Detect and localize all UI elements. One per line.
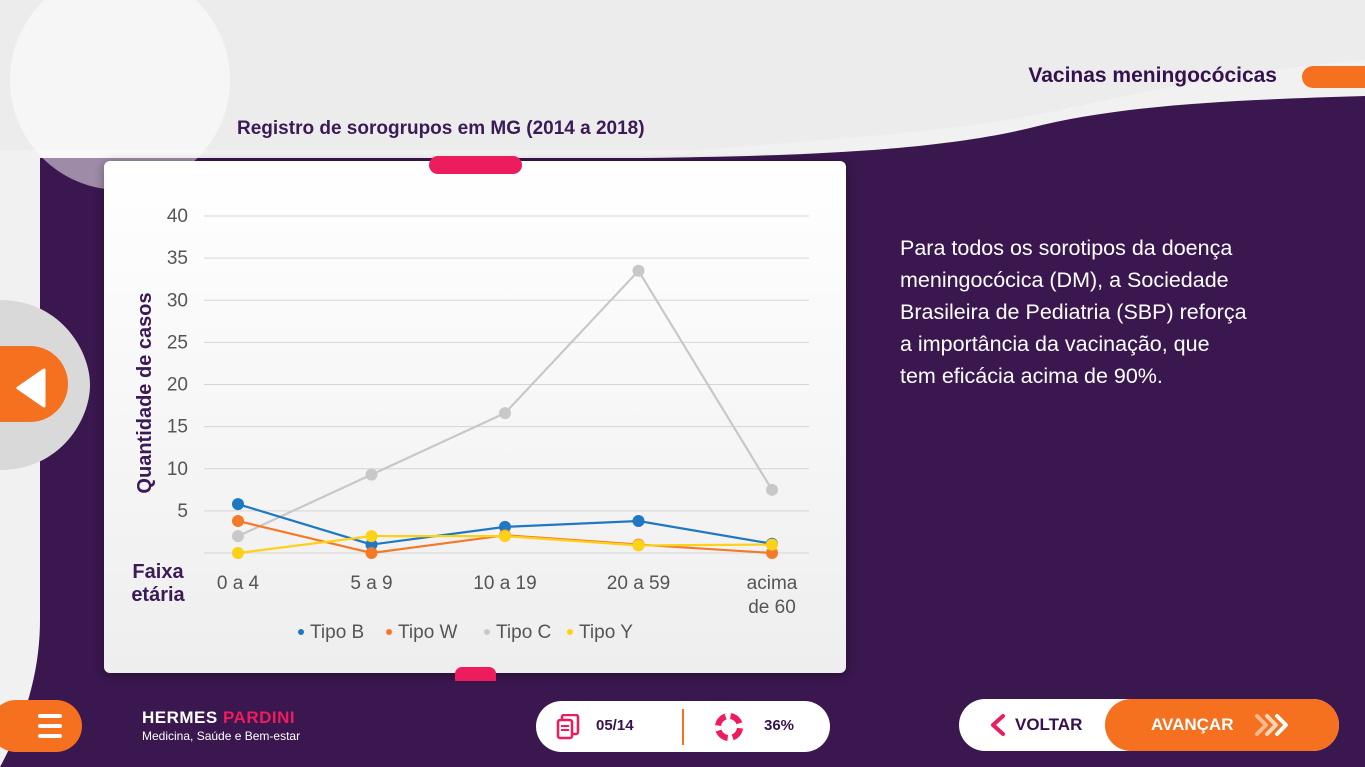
x-tick-label: de 60	[748, 597, 796, 618]
legend-marker	[298, 629, 304, 635]
y-tick-label: 10	[167, 459, 188, 480]
x-tick-label: acima	[747, 573, 798, 594]
x-tick-label: 10 a 19	[473, 573, 536, 594]
brand-name-part2: PARDINI	[222, 708, 296, 727]
y-tick-label: 35	[167, 248, 188, 269]
data-point	[232, 530, 244, 543]
y-tick-label: 20	[167, 375, 188, 396]
document-icon	[556, 714, 580, 740]
line-chart: 5 10 15 20 25 30 35 40 Quantidade de casos Faixae…	[131, 206, 809, 643]
y-tick-label: 40	[167, 206, 188, 227]
y-tick-label: 15	[167, 417, 188, 438]
info-line: meningocócica (DM), a Sociedade	[900, 268, 1229, 292]
progress-indicator: 05/14 36%	[536, 701, 830, 752]
chevron-left-icon	[991, 714, 1005, 736]
info-line: tem eficácia acima de 90%.	[900, 364, 1163, 388]
back-button-label: VOLTAR	[1015, 715, 1083, 734]
legend-label: Tipo C	[496, 622, 551, 643]
module-title: Vacinas meningocócicas	[1028, 64, 1277, 87]
y-axis-label: Quantidade de casos	[134, 292, 156, 493]
page-counter: 05/14	[596, 717, 634, 734]
brand-name: HERMES PARDINI	[142, 708, 300, 728]
data-point	[766, 483, 778, 496]
data-point	[365, 547, 378, 559]
double-chevron-right-icon	[1255, 714, 1289, 736]
x-tick-label: 5 a 9	[350, 573, 392, 594]
side-back-button[interactable]	[0, 340, 74, 428]
legend-label: Tipo W	[398, 622, 458, 643]
data-point	[766, 538, 778, 551]
info-paragraph: Para todos os sorotipos da doença mening…	[900, 232, 1300, 392]
legend-marker	[386, 629, 392, 635]
x-tick-label: 0 a 4	[217, 573, 260, 594]
data-point	[632, 264, 645, 277]
brand-tagline: Medicina, Saúde e Bem-estar	[142, 729, 301, 743]
next-button-label: AVANÇAR	[1151, 715, 1234, 734]
data-point	[632, 514, 645, 527]
info-line: Para todos os sorotipos da doença	[900, 236, 1233, 260]
data-point	[499, 407, 511, 420]
triangle-left-icon	[16, 368, 46, 408]
data-point	[365, 468, 378, 481]
chart-title: Registro de sorogrupos em MG (2014 a 201…	[237, 118, 645, 139]
x-tick-label: 20 a 59	[607, 573, 670, 594]
brand-name-part1: HERMES	[142, 708, 223, 727]
data-point	[499, 530, 511, 543]
data-point	[632, 539, 645, 552]
hamburger-icon	[38, 714, 62, 718]
data-point	[232, 498, 244, 511]
info-line: a importância da vacinação, que	[900, 332, 1210, 356]
series-line-tipo-c	[237, 268, 773, 538]
y-tick-label: 30	[167, 290, 188, 311]
navigation-controls: VOLTAR AVANÇAR	[959, 699, 1339, 751]
next-button[interactable]: AVANÇAR	[1105, 699, 1339, 751]
legend-label: Tipo Y	[579, 622, 633, 643]
x-axis-label: etária	[131, 584, 185, 606]
legend-marker	[484, 629, 490, 635]
title-tab-decoration	[1302, 66, 1365, 88]
y-tick-label: 5	[177, 501, 188, 522]
progress-percent: 36%	[764, 717, 795, 734]
data-point	[499, 520, 511, 533]
hamburger-icon-bar	[38, 724, 62, 728]
y-tick-label: 25	[167, 332, 188, 353]
x-axis-label: Faixa	[132, 561, 184, 583]
legend-marker	[567, 629, 573, 635]
brand-logo: HERMES PARDINI Medicina, Saúde e Bem-est…	[142, 708, 300, 743]
data-point	[365, 538, 378, 551]
hamburger-icon-bar	[38, 734, 62, 738]
data-point	[766, 547, 778, 559]
pill-divider	[682, 709, 684, 745]
data-point	[365, 530, 378, 543]
chart-card: 5 10 15 20 25 30 35 40 Quantidade de casos Faixa e…	[104, 161, 846, 673]
back-button[interactable]: VOLTAR	[989, 699, 1082, 751]
menu-button[interactable]	[0, 700, 82, 752]
lifebuoy-icon	[715, 713, 743, 741]
info-line: Brasileira de Pediatria (SBP) reforça	[900, 300, 1247, 324]
data-point	[232, 514, 244, 527]
card-tab-top-decoration	[429, 156, 522, 174]
legend-label: Tipo B	[310, 622, 364, 643]
data-point	[232, 547, 244, 559]
card-tab-bottom-decoration	[455, 667, 496, 681]
